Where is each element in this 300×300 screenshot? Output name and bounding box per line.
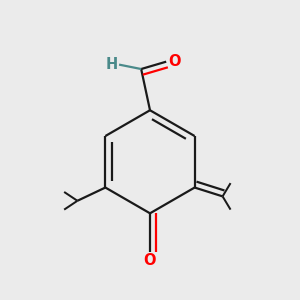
Text: H: H bbox=[105, 57, 118, 72]
Text: O: O bbox=[144, 253, 156, 268]
Text: O: O bbox=[168, 54, 181, 69]
